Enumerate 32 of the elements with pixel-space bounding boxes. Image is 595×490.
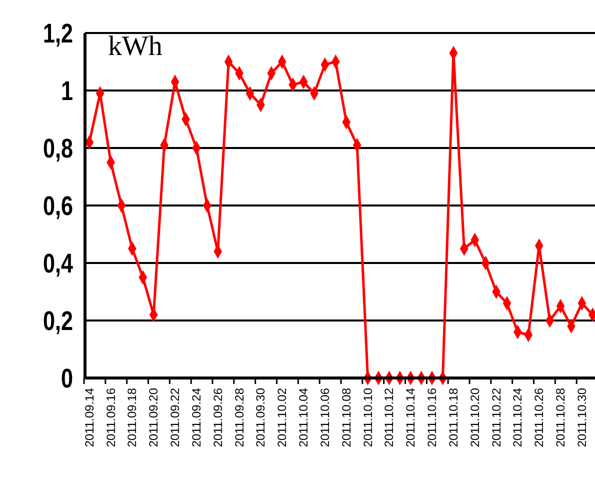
x-tick-label: 2011.10.16 [425,388,440,448]
x-tick-label: 2011.09.22 [168,388,182,448]
x-tick-label: 2011.10.06 [318,388,332,448]
y-tick-label: 1 [60,76,73,107]
x-tick-label: 2011.10.08 [339,388,354,448]
x-tick-label: 2011.10.12 [382,388,396,448]
x-tick-label: 2011.10.28 [554,388,568,448]
x-tick-label: 2011.09.20 [146,388,161,448]
y-tick-label: 0,6 [42,192,73,222]
x-tick-label: 2011.10.26 [532,388,546,448]
x-tick-label: 2011.09.14 [82,388,96,448]
x-tick-label: 2011.09.28 [232,388,246,448]
y-tick-label: 0,8 [42,134,73,164]
x-tick-label: 2011.10.10 [360,388,375,448]
x-tick-label: 2011.10.02 [275,388,290,448]
x-tick-label: 2011.10.04 [296,388,311,448]
x-tick-label: 2011.09.16 [104,388,118,448]
x-tick-label: 2011.09.26 [210,388,225,448]
x-tick-label: 2011.10.30 [574,388,589,448]
y-tick-label: 1,2 [42,19,73,50]
x-tick-label: 2011.10.24 [510,388,525,448]
y-tick-label: 0,4 [43,249,74,280]
x-tick-label: 2011.10.14 [404,388,418,448]
x-tick-label: 2011.09.24 [189,388,204,448]
x-tick-label: 2011.10.18 [446,388,460,448]
x-tick-label: 2011.09.30 [254,388,268,448]
y-tick-label: 0,2 [42,306,73,337]
y-tick-label: 0 [60,364,73,394]
x-tick-label: 2011.09.18 [125,388,140,448]
x-tick-label: 2011.10.22 [489,388,504,448]
x-tick-label: 2011.10.20 [468,388,482,448]
y-axis-title: kWh [108,31,162,62]
